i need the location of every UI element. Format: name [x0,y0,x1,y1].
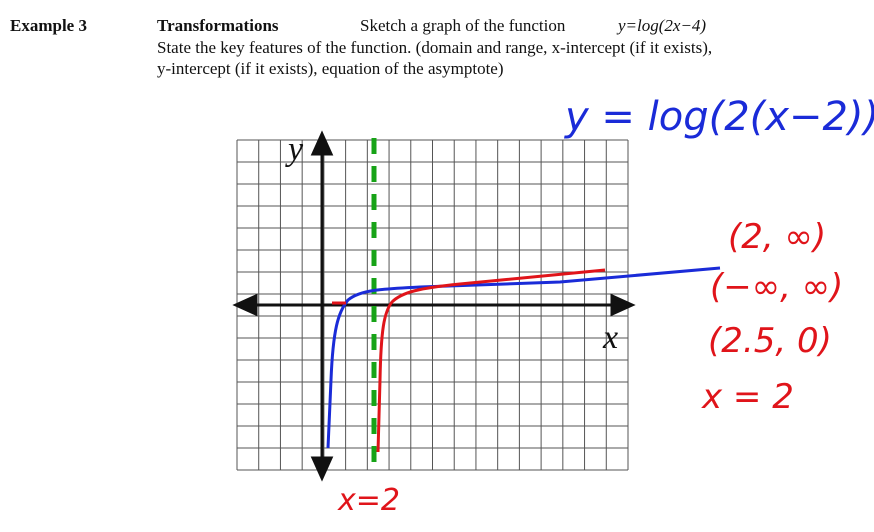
instruction-line: State the key features of the function. … [157,38,712,57]
y-axis-label: y [285,131,304,168]
curve-red [376,268,606,453]
instruction-line: y-intercept (if it exists), equation of … [157,59,504,78]
topic: Transformations [157,16,279,35]
asymptote-label: x=2 [337,483,400,518]
example-label: Example 3 [10,16,87,35]
range: (−∞, ∞) [710,267,843,307]
rewritten-function: y = log(2(x−2)) [564,94,874,140]
arrow [310,456,334,482]
prompt: Sketch a graph of the function [360,16,566,35]
axes [232,130,636,482]
function: y=log(2x−4) [616,16,706,35]
arrow [610,293,636,317]
asymptote: x = 2 [701,377,794,417]
domain: (2, ∞) [728,217,826,257]
arrow [310,130,334,156]
arrow [232,293,258,317]
x-axis-label: x [602,319,618,356]
x-intercept: (2.5, 0) [708,321,832,361]
curve-blue [326,266,721,449]
